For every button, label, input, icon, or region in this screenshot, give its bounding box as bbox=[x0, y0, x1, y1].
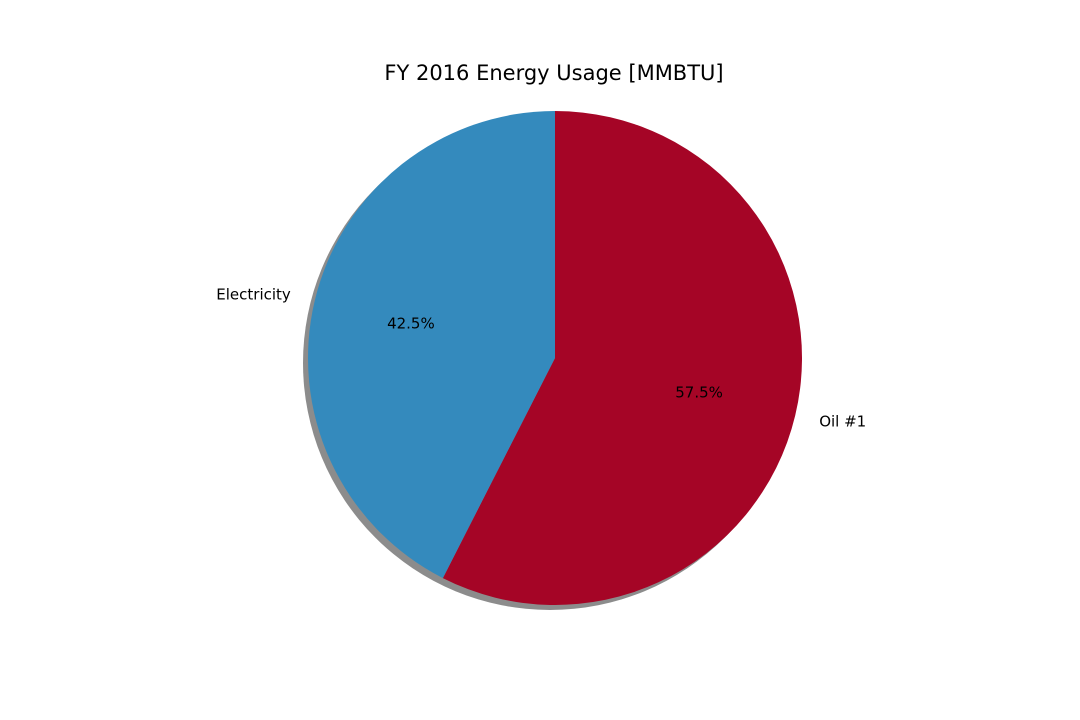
pie-slices bbox=[308, 111, 803, 605]
pct-label-oil-1: 57.5% bbox=[675, 384, 723, 402]
pie-slice-electricity bbox=[308, 111, 555, 579]
slice-label-oil-1: Oil #1 bbox=[819, 412, 866, 430]
pie-slice-oil-1 bbox=[442, 111, 803, 605]
slice-label-electricity: Electricity bbox=[216, 286, 291, 304]
pct-label-electricity: 42.5% bbox=[387, 314, 435, 332]
chart-title: FY 2016 Energy Usage [MMBTU] bbox=[384, 61, 723, 85]
pie-labels: 57.5% Oil #1 42.5% Electricity bbox=[216, 286, 866, 431]
